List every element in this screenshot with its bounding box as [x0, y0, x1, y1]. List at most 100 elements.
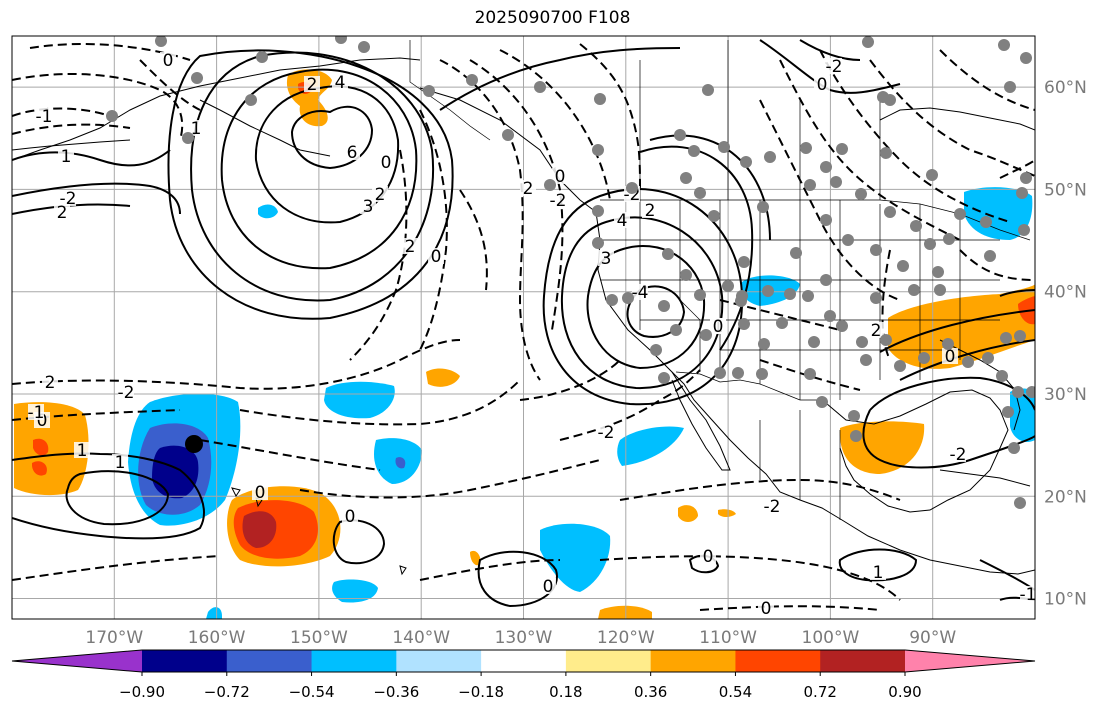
station-marker: [1014, 330, 1026, 342]
contour-east-1: [869, 376, 1035, 411]
contour-label-bg: [428, 248, 444, 264]
station-marker: [1016, 187, 1028, 199]
lon-tick-label: 150°W: [290, 628, 348, 648]
station-marker: [662, 248, 674, 260]
station-marker: [776, 317, 788, 329]
station-marker: [502, 129, 514, 141]
contour-label-bg: [74, 442, 90, 458]
station-marker: [534, 81, 546, 93]
contour-label-bg: [868, 322, 884, 338]
station-marker: [358, 41, 370, 53]
station-marker: [594, 93, 606, 105]
contour-label: -4: [632, 283, 649, 303]
dash-pac-band-12: [699, 605, 881, 611]
shade-medium-blue-pac-2: [395, 457, 406, 469]
dash-pac-band-7: [419, 559, 561, 581]
contour-label: 1: [873, 563, 884, 583]
station-marker: [622, 292, 634, 304]
contour-label-bg: [520, 180, 536, 196]
contour-label: 0: [431, 247, 442, 267]
shade-orange-west: [14, 402, 89, 496]
station-marker: [850, 430, 862, 442]
station-marker: [884, 94, 896, 106]
station-marker: [256, 51, 268, 63]
contour-label: 2: [871, 321, 882, 341]
contour-labels: 24610-1-22132020-23-4-21224-2000-21-201-…: [28, 51, 1037, 619]
station-marker: [855, 188, 867, 200]
station-marker: [700, 329, 712, 341]
contour-label: 0: [37, 411, 48, 431]
contour-wave-3: [12, 149, 171, 167]
station-marker: [1012, 386, 1024, 398]
contour-label: -2: [598, 423, 615, 443]
station-marker: [106, 110, 118, 122]
contour-pac-ring-1: [332, 519, 386, 565]
colorbar-extend-low: [12, 650, 142, 672]
coast-cuba: [939, 469, 1031, 487]
station-marker: [808, 336, 820, 348]
station-marker: [694, 187, 706, 199]
station-marker: [962, 356, 974, 368]
dash-pac-band-4: [199, 439, 381, 471]
dash-pac-band-8: [619, 478, 901, 501]
station-marker: [842, 234, 854, 246]
shade-firebrick-mid: [242, 511, 277, 548]
station-marker: [1014, 497, 1026, 509]
contour-pos-north: [439, 47, 681, 111]
contour-label-bg: [304, 76, 320, 92]
contour-label-bg: [1020, 586, 1035, 602]
contour-label: 2: [375, 185, 386, 205]
contour-label-bg: [372, 186, 388, 202]
contour-label-bg: [550, 192, 566, 208]
dash-north-pac-4: [12, 123, 131, 135]
contour-label-bg: [950, 446, 966, 462]
hudson-coast: [879, 107, 1035, 131]
station-marker: [784, 288, 796, 300]
coast-aleutians: [12, 139, 131, 151]
contour-label: 1: [61, 147, 72, 167]
border-us-mexico: [675, 371, 820, 401]
contour-label-bg: [540, 578, 556, 594]
contour-label-bg: [598, 250, 614, 266]
station-marker: [820, 161, 832, 173]
colorbar-tick-label: 0.72: [804, 683, 837, 701]
station-marker: [908, 284, 920, 296]
contour-label: 4: [335, 73, 346, 93]
contour-label-bg: [814, 76, 830, 92]
contour-label: -1: [1020, 585, 1037, 605]
lat-tick-label: 20°N: [1044, 487, 1087, 507]
colorbar-bin: [396, 650, 482, 672]
contour-label: 0: [703, 547, 714, 567]
station-marker: [894, 360, 906, 372]
colorbar-extend-high: [905, 650, 1035, 672]
station-marker: [790, 247, 802, 259]
contour-label: 0: [543, 577, 554, 597]
colorbar-tick-label: −0.90: [119, 683, 165, 701]
coast-gulf: [819, 389, 1009, 513]
contour-label: 0: [713, 317, 724, 337]
contour-label: -2: [826, 57, 843, 77]
contour-label-bg: [598, 424, 614, 440]
contour-ne-2: [799, 39, 861, 61]
station-marker: [764, 151, 776, 163]
latitude-labels: 10°N 20°N 30°N 40°N 50°N 60°N: [1044, 78, 1087, 609]
shade-orange-baja-b: [718, 509, 736, 517]
contour-high-ak-1: [290, 105, 374, 170]
station-marker: [980, 216, 992, 228]
shade-blue-pac-4: [332, 579, 378, 603]
station-marker: [658, 300, 670, 312]
station-marker: [708, 210, 720, 222]
station-marker: [1002, 406, 1014, 418]
contour-cutoff-2: [586, 245, 706, 370]
colorbar-tick-label: 0.18: [549, 683, 582, 701]
station-marker: [740, 156, 752, 168]
station-marker: [762, 285, 774, 297]
station-marker: [820, 274, 832, 286]
contour-label-bg: [58, 148, 74, 164]
station-marker: [758, 338, 770, 350]
contour-high-ak-5: [167, 49, 454, 320]
contour-label-bg: [112, 454, 128, 470]
station-marker: [738, 256, 750, 268]
station-marker: [836, 320, 848, 332]
